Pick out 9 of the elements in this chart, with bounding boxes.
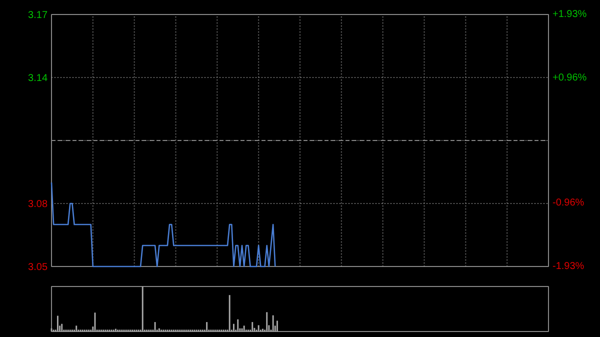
y-tick-label: 3.08	[28, 199, 48, 210]
y-tick-label: 3.17	[28, 10, 48, 21]
y2-tick-label: +0.96%	[552, 72, 587, 84]
y-tick-label: 3.05	[28, 262, 48, 273]
y2-tick-label: -0.96%	[552, 198, 584, 209]
y2-tick-label: +1.93%	[552, 9, 587, 20]
y2-tick-label: -1.93%	[552, 261, 584, 272]
line-series	[50, 182, 276, 268]
y-tick-label: 3.14	[28, 73, 48, 84]
